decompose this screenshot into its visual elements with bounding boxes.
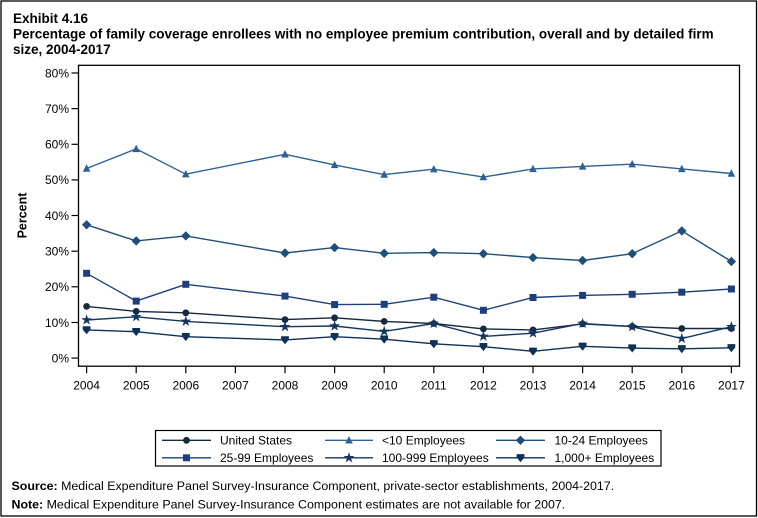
svg-text:40%: 40% (45, 209, 69, 223)
svg-text:10%: 10% (45, 316, 69, 330)
svg-text:50%: 50% (45, 173, 69, 187)
svg-text:10-24 Employees: 10-24 Employees (555, 434, 648, 448)
svg-text:2010: 2010 (371, 378, 398, 392)
svg-text:2006: 2006 (172, 378, 199, 392)
svg-text:2014: 2014 (569, 378, 596, 392)
svg-text:Source: Medical Expenditure Pa: Source: Medical Expenditure Panel Survey… (12, 479, 615, 493)
svg-text:Percent: Percent (16, 192, 30, 239)
svg-text:<10 Employees: <10 Employees (382, 434, 465, 448)
svg-text:30%: 30% (45, 245, 69, 259)
svg-text:2016: 2016 (668, 378, 695, 392)
svg-text:80%: 80% (45, 66, 69, 80)
svg-text:United States: United States (220, 434, 292, 448)
svg-text:20%: 20% (45, 280, 69, 294)
svg-text:60%: 60% (45, 138, 69, 152)
svg-text:2008: 2008 (272, 378, 299, 392)
svg-text:2017: 2017 (718, 378, 745, 392)
svg-text:2015: 2015 (619, 378, 646, 392)
svg-text:2012: 2012 (470, 378, 497, 392)
svg-text:size, 2004-2017: size, 2004-2017 (13, 42, 111, 57)
svg-text:70%: 70% (45, 102, 69, 116)
svg-text:Exhibit 4.16: Exhibit 4.16 (13, 11, 89, 26)
svg-text:100-999 Employees: 100-999 Employees (382, 451, 489, 465)
svg-text:2005: 2005 (123, 378, 150, 392)
svg-text:2011: 2011 (421, 378, 447, 392)
svg-text:2013: 2013 (520, 378, 547, 392)
svg-text:2004: 2004 (73, 378, 100, 392)
svg-text:Note: Medical Expenditure Pane: Note: Medical Expenditure Panel Survey-I… (12, 497, 566, 511)
svg-text:2007: 2007 (222, 378, 249, 392)
svg-text:0%: 0% (52, 351, 70, 365)
svg-text:2009: 2009 (321, 378, 348, 392)
svg-text:1,000+ Employees: 1,000+ Employees (555, 451, 655, 465)
svg-text:25-99 Employees: 25-99 Employees (220, 451, 313, 465)
svg-text:Percentage of family coverage: Percentage of family coverage enrollees … (13, 27, 714, 42)
